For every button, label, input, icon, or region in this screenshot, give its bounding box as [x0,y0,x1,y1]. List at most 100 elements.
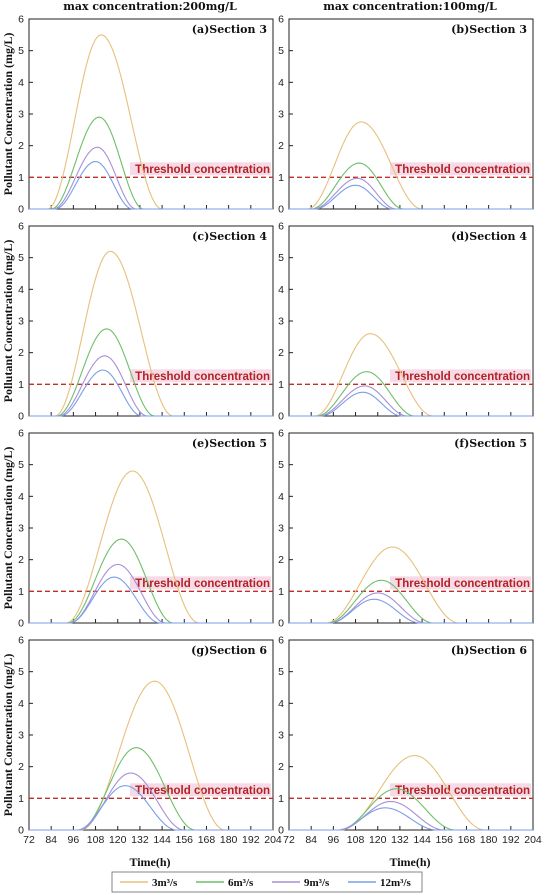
x-tick-label: 96 [68,834,80,846]
y-tick-label: 6 [278,14,284,26]
threshold-label: Threshold concentration [395,371,530,383]
y-tick-label: 2 [278,554,284,566]
threshold-label-band [130,369,271,383]
x-tick-label: 84 [45,834,57,846]
threshold-label: Threshold concentration [395,578,530,590]
y-tick-label: 2 [18,554,24,566]
panel-title: (f)Section 5 [454,437,527,450]
plot-frame [28,18,274,210]
legend: 3m³/s 6m³/s 9m³/s 12m³/s [111,871,423,893]
x-tick-label: 96 [328,834,340,846]
legend-box [111,871,423,893]
y-tick-label: 1 [278,586,284,598]
col-title-right: max concentration:100mg/L [323,0,497,13]
y-tick-label: 3 [18,109,24,121]
threshold-label-band [390,576,531,590]
threshold-label: Threshold concentration [135,785,270,797]
y-tick-label: 1 [18,586,24,598]
y-tick-label: 3 [18,730,24,742]
threshold-label-band [390,783,531,797]
y-tick-label: 6 [18,635,24,647]
y-tick-label: 5 [18,252,24,264]
y-tick-label: 2 [278,347,284,359]
x-tick-label: 72 [283,834,295,846]
y-tick-label: 6 [18,428,24,440]
y-tick-label: 0 [278,411,284,423]
threshold-label-band [130,576,271,590]
y-tick-label: 4 [278,698,284,710]
plot-frame [288,225,534,417]
threshold-label-band [390,162,531,176]
y-tick-label: 0 [18,411,24,423]
xlabel-right: Time(h) [389,855,430,869]
y-tick-label: 4 [278,77,284,89]
panels: 0 1 2 3 4 5 6 Threshold concentration (a)Section… [1,14,542,847]
y-tick-label: 0 [18,825,24,837]
series-line-4 [289,598,533,624]
y-tick-label: 1 [18,793,24,805]
plot-frame [288,639,534,831]
threshold-label-band [130,162,271,176]
threshold-label: Threshold concentration [395,785,530,797]
x-tick-label: 132 [391,834,409,846]
panel-5: 0 1 2 3 4 5 6 Threshold concentration (e)Section… [1,428,274,630]
plot-frame [288,18,534,210]
y-tick-label: 4 [278,491,284,503]
panel-title: (d)Section 4 [451,230,527,243]
series-line-4 [29,160,273,210]
y-tick-label: 3 [18,523,24,535]
threshold-label: Threshold concentration [135,578,270,590]
y-tick-label: 6 [278,635,284,647]
x-tick-label: 192 [502,834,520,846]
y-tick-label: 0 [18,618,24,630]
panel-3: 0 1 2 3 4 5 6 Threshold concentration (c)Section… [1,221,274,423]
y-tick-label: 0 [278,204,284,216]
x-tick-label: 84 [305,834,317,846]
x-tick-label: 120 [109,834,127,846]
y-tick-label: 3 [278,523,284,535]
y-tick-label: 3 [18,316,24,328]
y-tick-label: 1 [18,172,24,184]
legend-label-1: 3m³/s [152,877,178,889]
y-tick-label: 3 [278,109,284,121]
y-tick-label: 1 [18,379,24,391]
x-tick-label: 192 [242,834,260,846]
y-tick-label: 2 [18,347,24,359]
panel-title: (g)Section 6 [191,644,267,657]
y-tick-label: 1 [278,379,284,391]
plot-frame [28,432,274,624]
x-tick-label: 168 [198,834,216,846]
y-tick-label: 5 [18,459,24,471]
y-tick-label: 5 [18,45,24,57]
plot-frame [288,432,534,624]
plot-frame [28,639,274,831]
y-tick-label: 5 [278,252,284,264]
series-line-4 [29,576,273,624]
x-tick-label: 156 [176,834,194,846]
legend-label-3: 9m³/s [304,877,330,889]
panel-title: (e)Section 5 [192,437,267,450]
y-tick-label: 5 [278,459,284,471]
y-tick-label: 6 [18,14,24,26]
series-line-4 [289,807,533,831]
y-tick-label: 2 [18,140,24,152]
legend-label-4: 12m³/s [380,877,412,889]
panel-8: 0 1 2 3 4 5 6 72 84 96 108 120 132 144 156 168 180 192 204… [278,635,542,847]
y-tick-label: 1 [278,793,284,805]
panel-title: (h)Section 6 [451,644,527,657]
series-line-4 [29,785,273,831]
y-tick-label: 5 [278,45,284,57]
y-tick-label: 4 [18,77,24,89]
y-axis-label: Pollutant Concentration (mg/L) [1,240,15,403]
x-tick-label: 144 [413,834,431,846]
threshold-label: Threshold concentration [135,371,270,383]
panel-title: (a)Section 3 [192,23,267,36]
y-tick-label: 4 [18,698,24,710]
y-axis-label: Pollutant Concentration (mg/L) [1,33,15,196]
y-tick-label: 1 [278,172,284,184]
x-tick-label: 204 [264,834,282,846]
y-tick-label: 6 [278,221,284,233]
legend-label-2: 6m³/s [228,877,254,889]
